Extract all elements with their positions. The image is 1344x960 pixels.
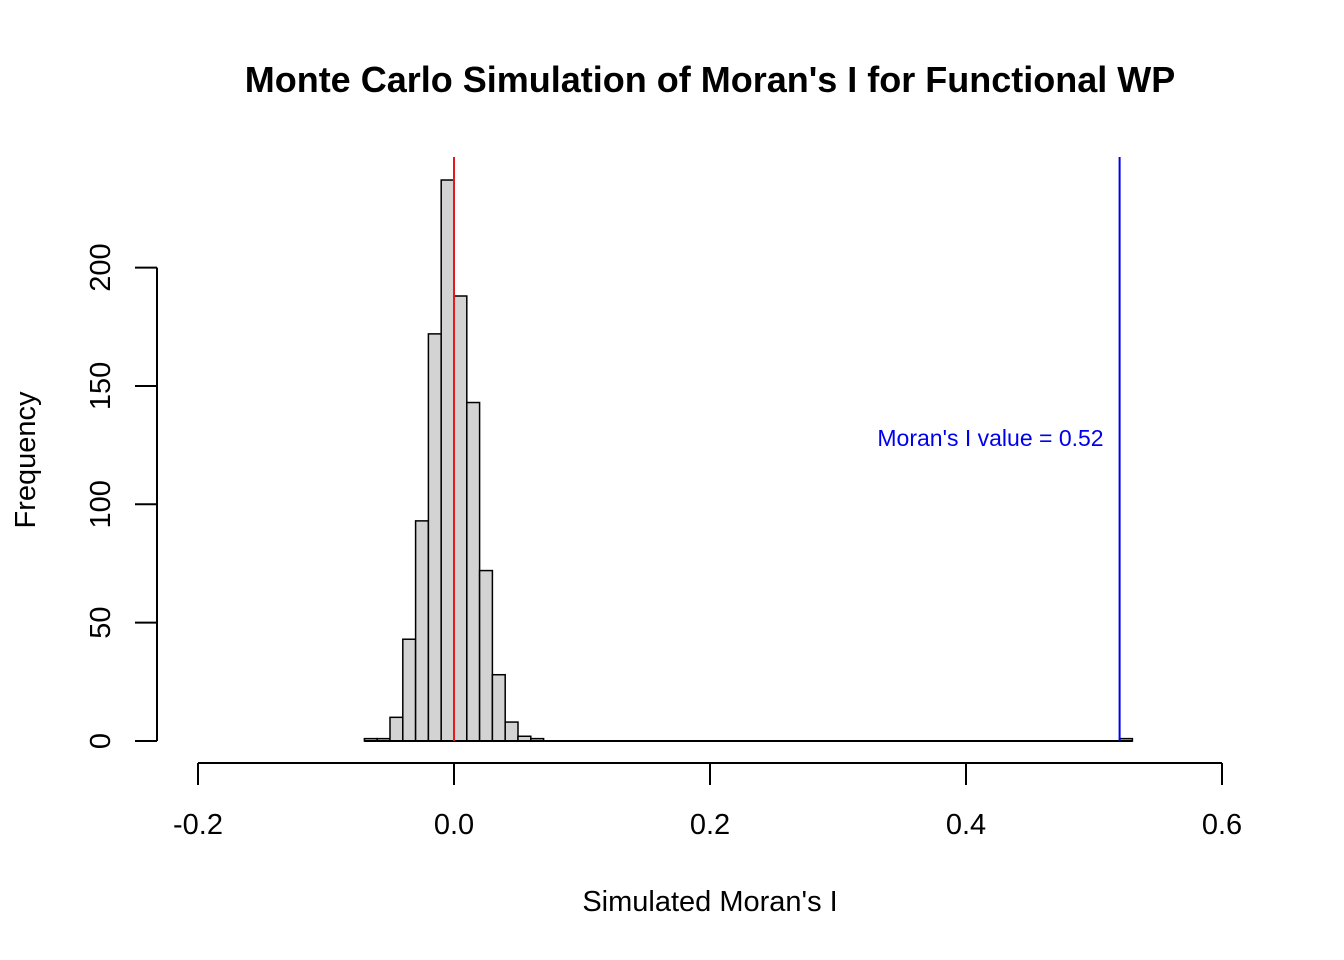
histogram-bar <box>478 569 494 742</box>
x-axis-label: Simulated Moran's I <box>582 886 837 918</box>
y-axis: 0 50 100 150 200 <box>85 243 158 749</box>
histogram-bar <box>491 673 506 742</box>
x-tick-label: 0.0 <box>434 809 474 841</box>
y-axis-label: Frequency <box>10 391 42 529</box>
y-tick-label: 50 <box>85 607 117 639</box>
histogram-bar <box>402 638 417 742</box>
y-tick-label: 150 <box>85 362 117 410</box>
histogram-bar <box>440 179 455 742</box>
histogram-bar <box>389 716 404 742</box>
y-tick-label: 100 <box>85 480 117 528</box>
chart-title: Monte Carlo Simulation of Moran's I for … <box>245 59 1176 100</box>
x-tick-label: 0.2 <box>690 809 730 841</box>
x-tick-label: 0.6 <box>1202 809 1242 841</box>
histogram-bar <box>466 401 481 742</box>
x-tick-label: 0.4 <box>946 809 986 841</box>
reference-lines <box>453 157 1121 741</box>
histogram-bars <box>363 179 1134 742</box>
x-tick-label: -0.2 <box>173 809 223 841</box>
histogram-bar <box>504 721 519 742</box>
x-axis: -0.2 0.0 0.2 0.4 0.6 <box>173 762 1242 841</box>
histogram-bar <box>453 295 468 742</box>
y-tick-label: 0 <box>85 733 117 749</box>
y-tick-label: 200 <box>85 243 117 291</box>
histogram-bar <box>414 520 430 742</box>
morans-i-annotation: Moran's I value = 0.52 <box>877 425 1103 451</box>
histogram-bar <box>427 333 442 742</box>
